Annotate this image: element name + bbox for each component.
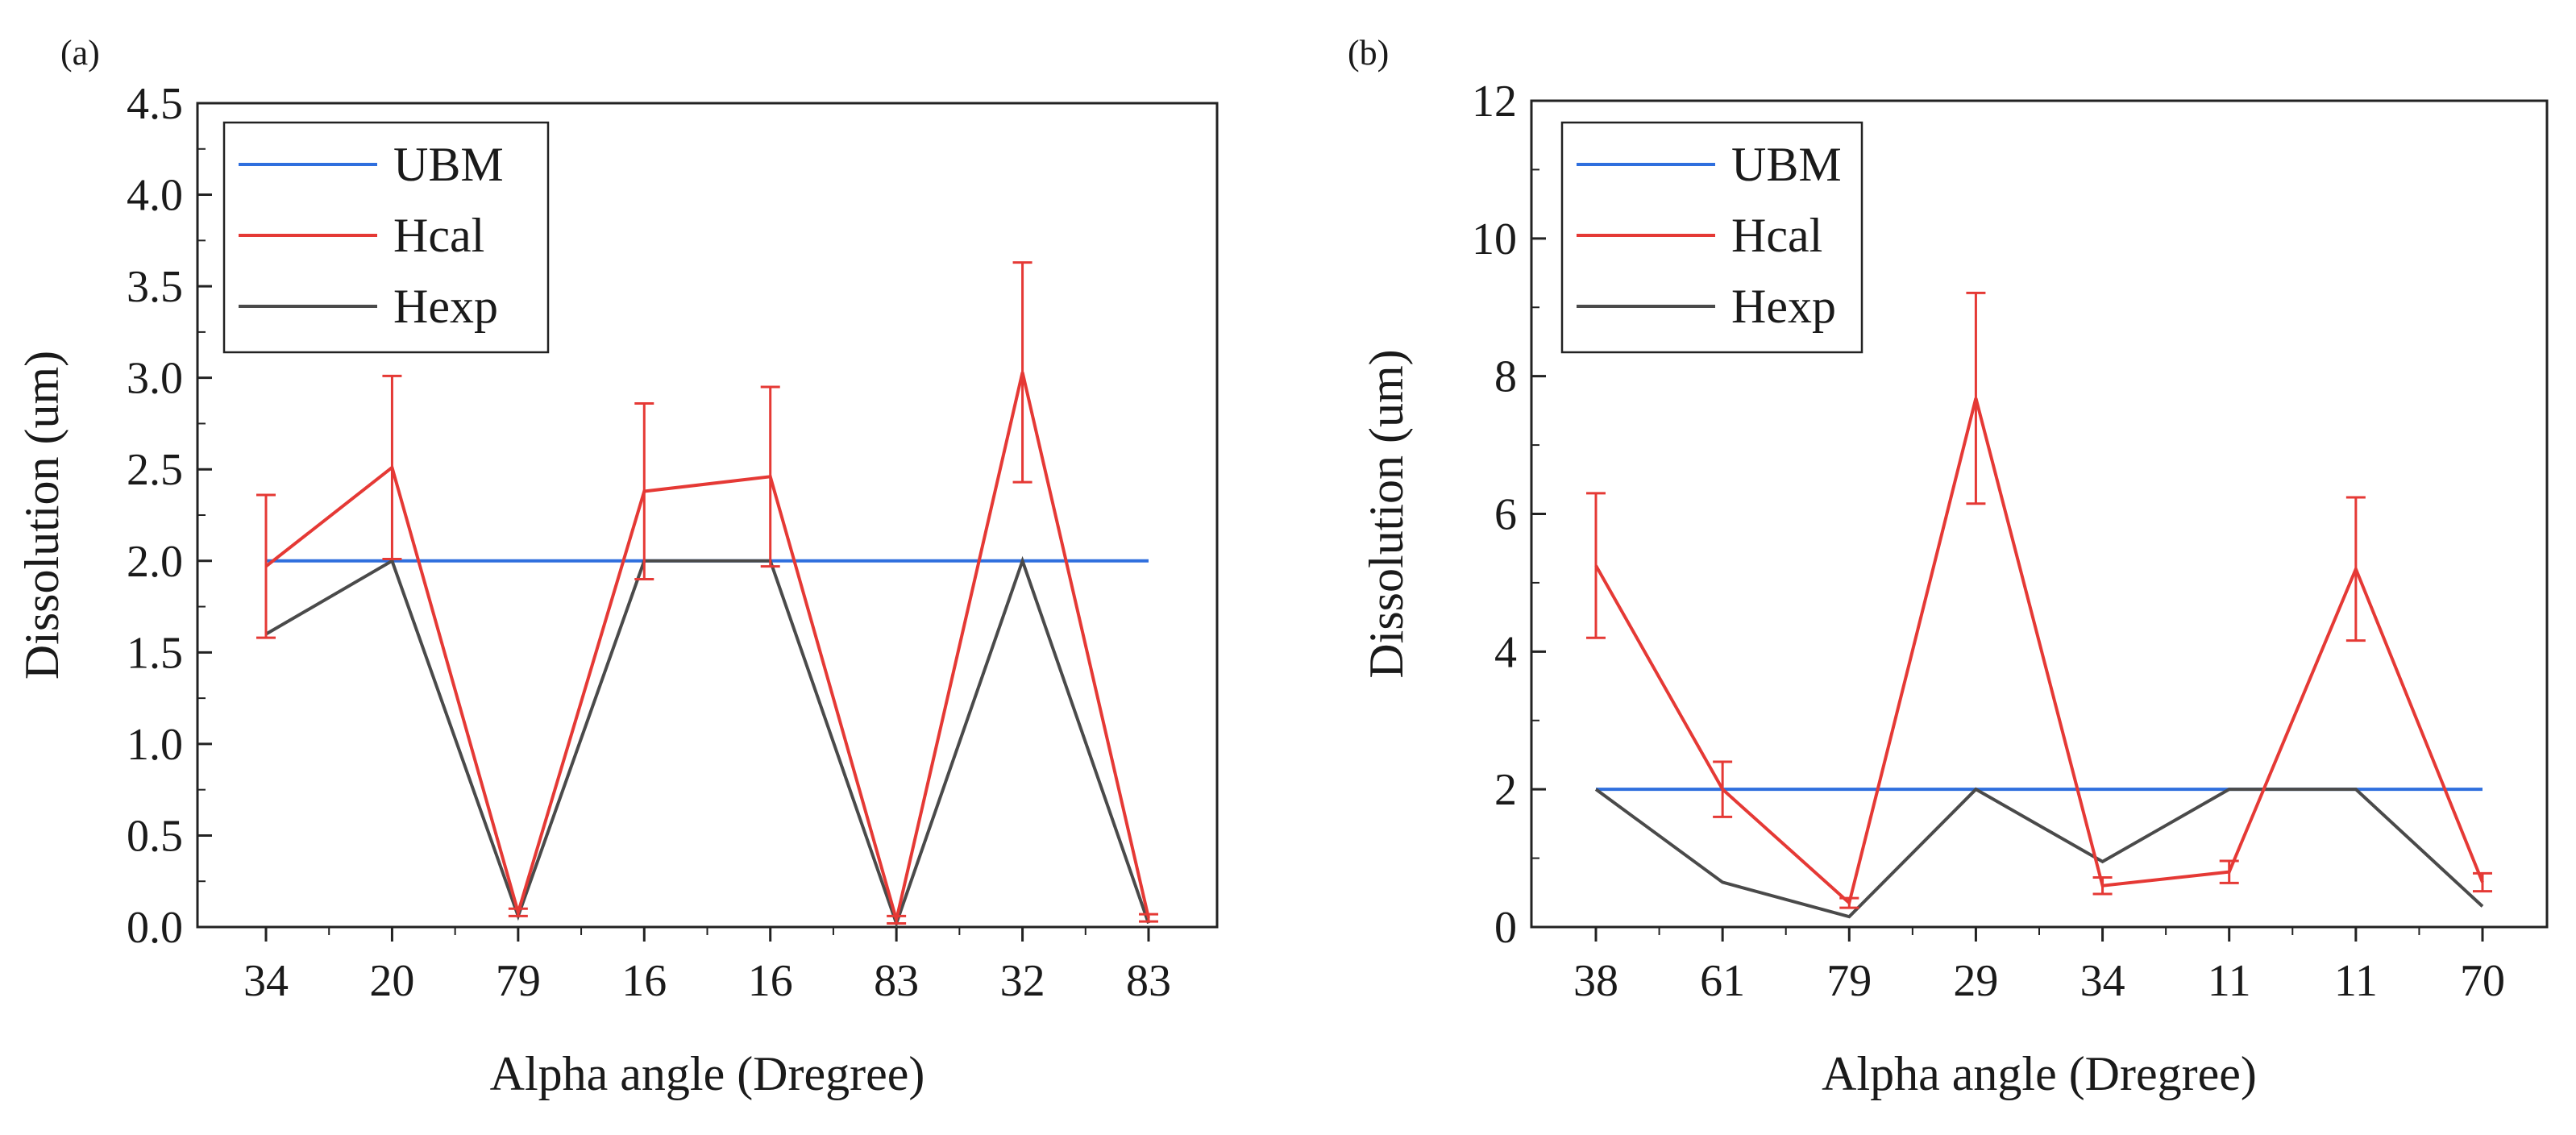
y-tick-label: 2: [1494, 765, 1517, 815]
y-tick-label: 6: [1494, 490, 1517, 540]
y-tick-label: 4: [1494, 627, 1517, 677]
y-tick-label: 3.0: [127, 354, 183, 404]
x-tick-label: 79: [1826, 956, 1872, 1006]
y-tick-label: 2.5: [127, 445, 183, 495]
chart-panel-a: (a) 0.0 0.5 1.0 1.5 2.0 2.5 3.0 3.5 4.0 4.5 34 20 79 1…: [15, 33, 1219, 1100]
x-tick-label: 34: [243, 956, 289, 1006]
chart-panel-b: (b) 0 2 4 6 8 10 12 38 61 79 29 34 11 11 70 Alpha angle …: [1348, 33, 2549, 1100]
x-tick-label: 11: [2334, 956, 2378, 1006]
legend-box: [1560, 121, 1863, 354]
y-tick-label: 1.0: [127, 720, 183, 770]
legend-label-hexp: Hexp: [393, 280, 498, 333]
legend-label-hexp: Hexp: [1731, 280, 1836, 333]
x-tick-label: 34: [2080, 956, 2125, 1006]
x-tick-label: 29: [1953, 956, 1998, 1006]
y-tick-label: 12: [1472, 77, 1517, 127]
panel-label: (b): [1348, 33, 1389, 73]
x-tick-label: 83: [1126, 956, 1171, 1006]
series-line-hcal: [264, 372, 1150, 921]
series-line-hcal: [1594, 397, 2484, 906]
y-tick-label: 0.5: [127, 811, 183, 861]
y-axis-title: Dissolution (um): [15, 351, 69, 680]
legend-label-hcal: Hcal: [393, 209, 484, 262]
series-line-hexp: [264, 555, 1150, 929]
x-tick-label: 11: [2208, 956, 2251, 1006]
x-tick-label: 16: [621, 956, 667, 1006]
x-tick-label: 16: [748, 956, 793, 1006]
x-axis-title: Alpha angle (Dregree): [1822, 1047, 2257, 1100]
y-tick-label: 4.0: [127, 171, 183, 221]
x-tick-label: 32: [1000, 956, 1045, 1006]
legend-label-ubm: UBM: [393, 138, 504, 191]
x-tick-label: 79: [496, 956, 541, 1006]
legend-label-hcal: Hcal: [1731, 209, 1822, 262]
y-tick-label: 1.5: [127, 628, 183, 678]
series-line-hexp: [1594, 787, 2484, 919]
x-tick-label: 20: [369, 956, 414, 1006]
y-tick-label: 3.5: [127, 262, 183, 312]
y-axis-title: Dissolution (um): [1360, 349, 1413, 678]
y-tick-label: 8: [1494, 352, 1517, 402]
legend-box: [222, 121, 550, 354]
x-axis-title: Alpha angle (Dregree): [490, 1047, 925, 1100]
y-tick-label: 0: [1494, 903, 1517, 953]
legend-label-ubm: UBM: [1731, 138, 1842, 191]
x-tick-label: 38: [1573, 956, 1618, 1006]
y-tick-label: 4.5: [127, 79, 183, 129]
panel-label: (a): [60, 33, 100, 73]
x-tick-label: 61: [1700, 956, 1745, 1006]
y-tick-label: 2.0: [127, 537, 183, 587]
y-tick-label: 10: [1472, 214, 1517, 264]
y-tick-label: 0.0: [127, 903, 183, 953]
x-tick-label: 83: [874, 956, 919, 1006]
x-tick-label: 70: [2460, 956, 2505, 1006]
